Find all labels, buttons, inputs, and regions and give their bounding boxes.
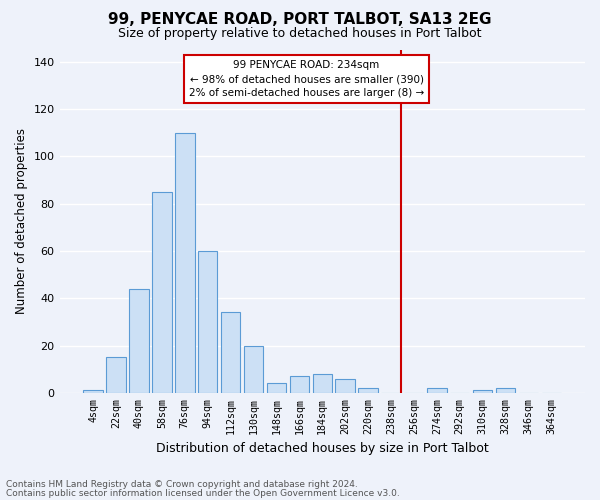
Bar bbox=[83, 390, 103, 393]
Bar bbox=[473, 390, 493, 393]
Bar bbox=[198, 251, 217, 393]
Bar bbox=[335, 378, 355, 393]
X-axis label: Distribution of detached houses by size in Port Talbot: Distribution of detached houses by size … bbox=[156, 442, 488, 455]
Bar bbox=[244, 346, 263, 393]
Bar bbox=[290, 376, 309, 393]
Bar bbox=[427, 388, 446, 393]
Bar bbox=[221, 312, 241, 393]
Bar bbox=[313, 374, 332, 393]
Bar bbox=[152, 192, 172, 393]
Bar bbox=[175, 132, 194, 393]
Bar bbox=[358, 388, 378, 393]
Bar bbox=[267, 384, 286, 393]
Text: 99, PENYCAE ROAD, PORT TALBOT, SA13 2EG: 99, PENYCAE ROAD, PORT TALBOT, SA13 2EG bbox=[108, 12, 492, 28]
Text: Contains public sector information licensed under the Open Government Licence v3: Contains public sector information licen… bbox=[6, 488, 400, 498]
Bar bbox=[496, 388, 515, 393]
Text: Contains HM Land Registry data © Crown copyright and database right 2024.: Contains HM Land Registry data © Crown c… bbox=[6, 480, 358, 489]
Text: 99 PENYCAE ROAD: 234sqm
← 98% of detached houses are smaller (390)
2% of semi-de: 99 PENYCAE ROAD: 234sqm ← 98% of detache… bbox=[189, 60, 424, 98]
Bar bbox=[106, 358, 126, 393]
Y-axis label: Number of detached properties: Number of detached properties bbox=[15, 128, 28, 314]
Text: Size of property relative to detached houses in Port Talbot: Size of property relative to detached ho… bbox=[118, 28, 482, 40]
Bar bbox=[129, 289, 149, 393]
